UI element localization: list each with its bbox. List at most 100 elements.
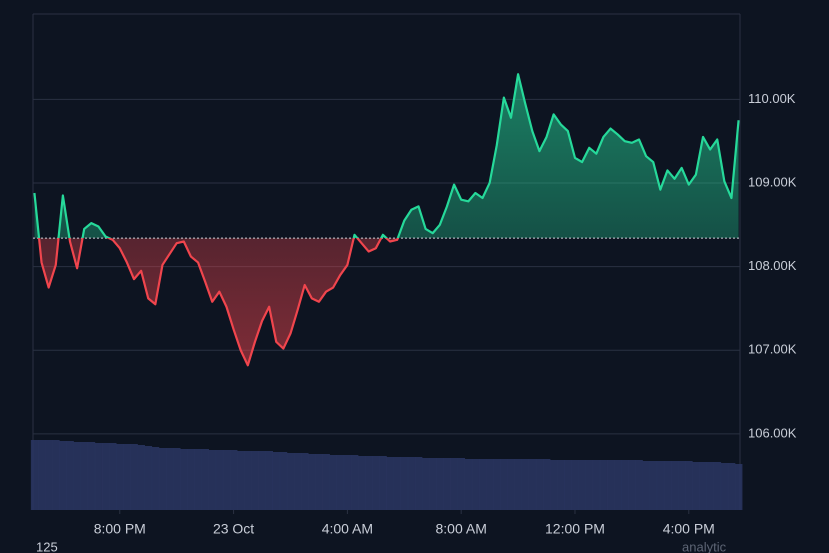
y-tick-label: 108.00K (748, 258, 797, 273)
volume-bar (322, 454, 330, 510)
volume-bar (500, 459, 508, 510)
volume-bar (521, 459, 530, 510)
volume-bar (158, 448, 167, 510)
volume-bar (45, 440, 53, 510)
volume-bar (635, 460, 643, 510)
volume-bar (642, 461, 650, 510)
volume-bar (450, 458, 458, 510)
volume-bar (486, 459, 494, 510)
volume-bar (358, 456, 366, 510)
x-tick-label: 4:00 PM (663, 521, 715, 537)
volume-bar (258, 451, 266, 510)
volume-bar (294, 453, 302, 510)
volume-bar (59, 441, 67, 510)
volume-bar (727, 463, 736, 510)
y-tick-label: 106.00K (748, 425, 797, 440)
volume-bar (350, 455, 359, 510)
volume-bar (706, 462, 714, 510)
y-tick-label: 109.00K (748, 174, 797, 189)
volume-bar (436, 458, 444, 510)
volume-bar (52, 440, 60, 510)
volume-bar (343, 455, 352, 510)
volume-bar (101, 443, 110, 510)
volume-bar (215, 450, 224, 510)
volume-bar (386, 457, 394, 510)
volume-bar (671, 461, 679, 510)
volume-bar (649, 461, 658, 510)
volume-bar (464, 459, 473, 510)
volume-bar (429, 458, 437, 510)
volume-bar (251, 451, 259, 510)
volume-bar (379, 456, 387, 510)
volume-bar (365, 456, 373, 510)
x-tick-label: 23 Oct (213, 521, 254, 537)
volume-bar (493, 459, 501, 510)
volume-bar (329, 455, 338, 510)
volume-bar (678, 461, 686, 510)
volume-bar (457, 458, 466, 510)
volume-bar (550, 460, 558, 510)
x-tick-label: 12:00 PM (545, 521, 605, 537)
volume-bar (201, 449, 209, 510)
volume-bar (592, 460, 601, 510)
volume-bar (286, 453, 295, 510)
volume-bar (279, 452, 288, 510)
volume-bar (144, 446, 153, 510)
volume-bar (699, 462, 707, 510)
watermark: analytic (682, 539, 727, 553)
volume-bar (130, 444, 138, 510)
volume-bar (578, 460, 586, 510)
volume-bar (443, 458, 451, 510)
volume-bar (422, 458, 430, 510)
volume-bar (478, 459, 487, 510)
volume-bar (685, 461, 693, 510)
volume-bar (109, 443, 117, 510)
x-tick-label: 8:00 AM (435, 521, 486, 537)
volume-bar (187, 449, 195, 510)
volume-bar (166, 448, 174, 510)
y-tick-label: 110.00K (748, 91, 796, 106)
volume-bar (230, 450, 238, 510)
volume-bar (208, 450, 217, 510)
volume-bar (400, 457, 409, 510)
volume-bar (222, 450, 231, 510)
price-line-up (33, 73, 740, 239)
volume-bar (585, 460, 594, 510)
volume-bar (336, 455, 345, 510)
volume-bar (735, 464, 743, 510)
volume-bar (542, 459, 551, 510)
volume-bar (180, 449, 188, 510)
volume-bar (393, 457, 402, 510)
volume-bar (692, 462, 700, 510)
volume-bar (173, 448, 181, 510)
volume-bar (564, 460, 572, 510)
volume-bar (116, 444, 124, 510)
volume-bar (315, 454, 323, 510)
volume-bar (628, 460, 636, 510)
volume-bar (30, 440, 39, 510)
area-below (34, 238, 739, 366)
volume-bar (123, 444, 131, 510)
volume-bar (663, 461, 672, 510)
volume-bar (614, 460, 622, 510)
volume-bar (528, 459, 537, 510)
volume-bar (244, 451, 252, 510)
volume-bar (414, 457, 423, 510)
x-tick-label: 8:00 PM (94, 521, 146, 537)
volume-bar (621, 460, 629, 510)
y-tick-label: 107.00K (748, 342, 797, 357)
volume-bar (80, 442, 89, 510)
volume-bar (507, 459, 515, 510)
volume-bar (87, 442, 96, 510)
volume-bar (194, 449, 202, 510)
volume-bar (407, 457, 416, 510)
volume-bar (372, 456, 380, 510)
footer-left: 125 (36, 539, 58, 553)
volume-bar (557, 460, 565, 510)
x-tick-label: 4:00 AM (322, 521, 373, 537)
volume-bar (713, 462, 722, 510)
volume-bar (656, 461, 665, 510)
volume-bar (599, 460, 608, 510)
volume-bar (606, 460, 615, 510)
